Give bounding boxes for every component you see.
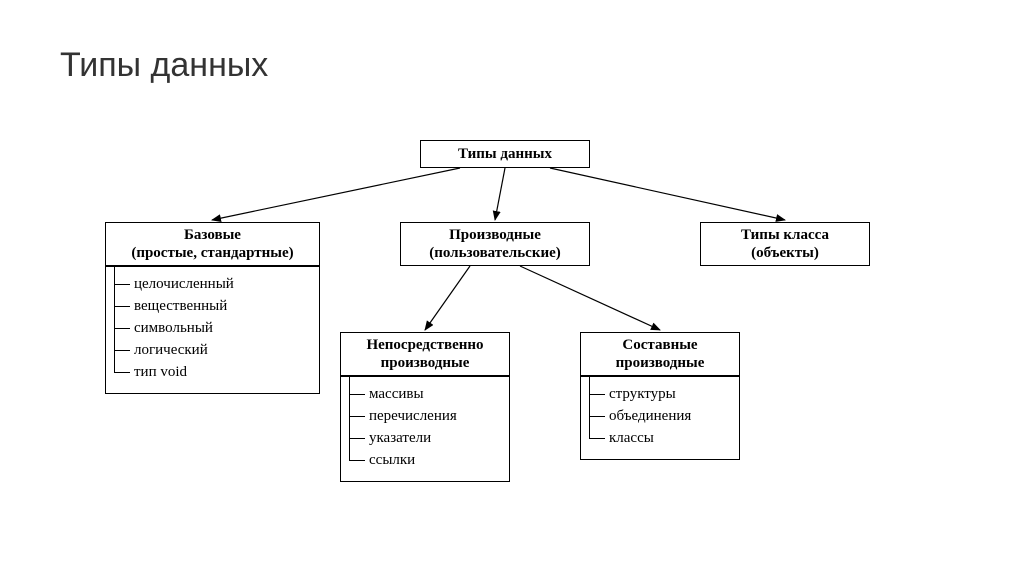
node-derived: Производные(пользовательские) <box>400 222 590 266</box>
edge-root-class <box>550 168 785 220</box>
list-compound: структуры объединения классы <box>580 376 740 460</box>
node-root-line: Типы данных <box>427 145 583 163</box>
list-item-label: массивы <box>369 386 424 403</box>
node-base: Базовые(простые, стандартные) <box>105 222 320 266</box>
node-root: Типы данных <box>420 140 590 168</box>
page-title: Типы данных <box>60 46 268 85</box>
edge-root-base <box>212 168 460 220</box>
slide: { "page": { "title": "Типы данных", "tit… <box>0 0 1024 574</box>
list-item: классы <box>589 427 731 449</box>
list-tick <box>114 361 134 383</box>
node-derived-line: Производные <box>407 226 583 244</box>
list-item-label: указатели <box>369 430 431 447</box>
list-item-label: тип void <box>134 364 187 381</box>
list-tick <box>589 383 609 405</box>
list-item-label: классы <box>609 430 654 447</box>
node-class-line: (объекты) <box>707 244 863 262</box>
list-item: объединения <box>589 405 731 427</box>
list-tick <box>114 295 134 317</box>
list-item: массивы <box>349 383 501 405</box>
list-item: перечисления <box>349 405 501 427</box>
node-compound-line: производные <box>587 354 733 372</box>
list-item-label: логический <box>134 342 208 359</box>
node-direct-line: производные <box>347 354 503 372</box>
list-item: структуры <box>589 383 731 405</box>
list-item-label: вещественный <box>134 298 227 315</box>
node-derived-line: (пользовательские) <box>407 244 583 262</box>
list-item: указатели <box>349 427 501 449</box>
list-item-label: перечисления <box>369 408 457 425</box>
list-tick <box>114 317 134 339</box>
list-item-label: объединения <box>609 408 691 425</box>
list-tick <box>349 383 369 405</box>
list-direct: массивы перечисления указатели ссылки <box>340 376 510 482</box>
edge-derived-direct <box>425 266 470 330</box>
list-tick <box>589 427 609 449</box>
list-item: символьный <box>114 317 311 339</box>
list-item-label: структуры <box>609 386 676 403</box>
list-item-label: целочисленный <box>134 276 234 293</box>
node-class: Типы класса(объекты) <box>700 222 870 266</box>
node-direct: Непосредственнопроизводные <box>340 332 510 376</box>
list-tick <box>349 427 369 449</box>
edge-derived-compound <box>520 266 660 330</box>
list-item: тип void <box>114 361 311 383</box>
node-direct-line: Непосредственно <box>347 336 503 354</box>
edge-root-derived <box>495 168 505 220</box>
list-item: вещественный <box>114 295 311 317</box>
list-tick <box>589 405 609 427</box>
list-tick <box>114 273 134 295</box>
list-base: целочисленный вещественный символьный логич… <box>105 266 320 394</box>
node-base-line: Базовые <box>112 226 313 244</box>
node-class-line: Типы класса <box>707 226 863 244</box>
node-base-line: (простые, стандартные) <box>112 244 313 262</box>
list-item-label: символьный <box>134 320 213 337</box>
list-item: ссылки <box>349 449 501 471</box>
node-compound: Составныепроизводные <box>580 332 740 376</box>
list-tick <box>114 339 134 361</box>
list-item: логический <box>114 339 311 361</box>
list-item: целочисленный <box>114 273 311 295</box>
list-tick <box>349 449 369 471</box>
list-item-label: ссылки <box>369 452 415 469</box>
node-compound-line: Составные <box>587 336 733 354</box>
list-tick <box>349 405 369 427</box>
